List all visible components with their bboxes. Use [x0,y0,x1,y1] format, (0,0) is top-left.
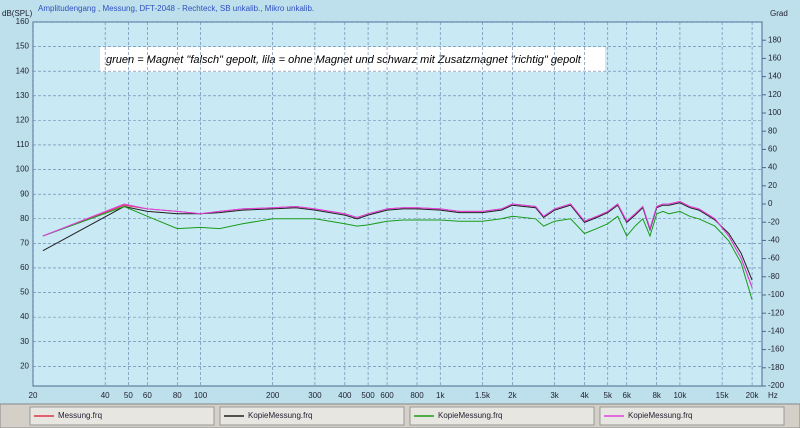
x-tick-label: 40 [101,391,110,400]
y-tick-label: 20 [20,361,29,370]
x-tick-label: 600 [380,391,394,400]
y2-tick-label: -200 [768,381,785,390]
legend-label: KopieMessung.frq [248,411,312,420]
y2-tick-label: 60 [768,145,777,154]
y2-axis-label: Grad [770,9,788,18]
x-tick-label: 20 [29,391,38,400]
x-tick-label: 2k [508,391,517,400]
y2-tick-label: -80 [768,272,780,281]
y2-tick-label: 120 [768,90,782,99]
x-tick-label: 800 [410,391,424,400]
y-tick-label: 100 [16,165,30,174]
y2-tick-label: -140 [768,327,785,336]
y-axis-label: dB(SPL) [2,9,33,18]
x-tick-label: 80 [173,391,182,400]
x-tick-label: 300 [308,391,322,400]
x-tick-label: 100 [194,391,208,400]
x-tick-label: 8k [652,391,661,400]
y-tick-label: 140 [16,66,30,75]
chart-title: Amplitudengang , Messung, DFT-2048 - Rec… [38,4,314,13]
x-tick-label: 3k [550,391,559,400]
y2-tick-label: -60 [768,254,780,263]
annotation: gruen = Magnet "falsch" gepolt, lila = o… [106,54,582,66]
y2-tick-label: 0 [768,199,773,208]
y2-tick-label: -100 [768,290,785,299]
y2-tick-label: 80 [768,126,777,135]
annotation-box [100,47,605,72]
y2-tick-label: 20 [768,181,777,190]
y-tick-label: 120 [16,115,30,124]
x-tick-label: 6k [623,391,632,400]
y2-tick-label: -40 [768,236,780,245]
x-tick-label: 1.5k [475,391,491,400]
y2-tick-label: 180 [768,35,782,44]
x-tick-label: 4k [580,391,589,400]
y-tick-label: 110 [16,140,29,149]
legend-label: KopieMessung.frq [438,411,502,420]
y-tick-label: 50 [20,288,29,297]
legend-cell [409,406,595,426]
x-tick-label: 50 [124,391,133,400]
x-tick-label: 60 [143,391,152,400]
y2-tick-label: -120 [768,308,785,317]
y-tick-label: 60 [20,263,29,272]
x-tick-label: 200 [266,391,280,400]
y-tick-label: 90 [20,189,29,198]
y-tick-label: 80 [20,214,29,223]
y-tick-label: 40 [20,312,29,321]
x-tick-label: 15k [716,391,730,400]
x-tick-label: 20k [746,391,760,400]
x-tick-label: 5k [604,391,613,400]
x-tick-label: 500 [361,391,375,400]
y2-tick-label: -180 [768,363,785,372]
y-tick-label: 70 [20,238,29,247]
legend-label: Messung.frq [58,411,102,420]
y2-tick-label: -20 [768,217,780,226]
plot-area [32,21,763,387]
y-tick-label: 30 [20,337,29,346]
x-tick-label: 400 [338,391,352,400]
x-tick-label: 10k [673,391,687,400]
y2-tick-label: 160 [768,54,782,63]
legend-cell [599,406,785,426]
legend-cell [219,406,405,426]
legend-cell [29,406,215,426]
y2-tick-label: -160 [768,345,785,354]
y2-tick-label: 100 [768,108,782,117]
y-tick-label: 160 [16,17,30,26]
legend-label: KopieMessung.frq [628,411,692,420]
series-line [42,202,753,281]
y2-tick-label: 40 [768,163,777,172]
series-line [42,205,753,301]
x-axis-label: Hz [768,391,778,400]
series-line [42,200,753,288]
y-tick-label: 150 [16,42,30,51]
y2-tick-label: 140 [768,72,782,81]
y-tick-label: 130 [16,91,30,100]
x-tick-label: 1k [436,391,445,400]
